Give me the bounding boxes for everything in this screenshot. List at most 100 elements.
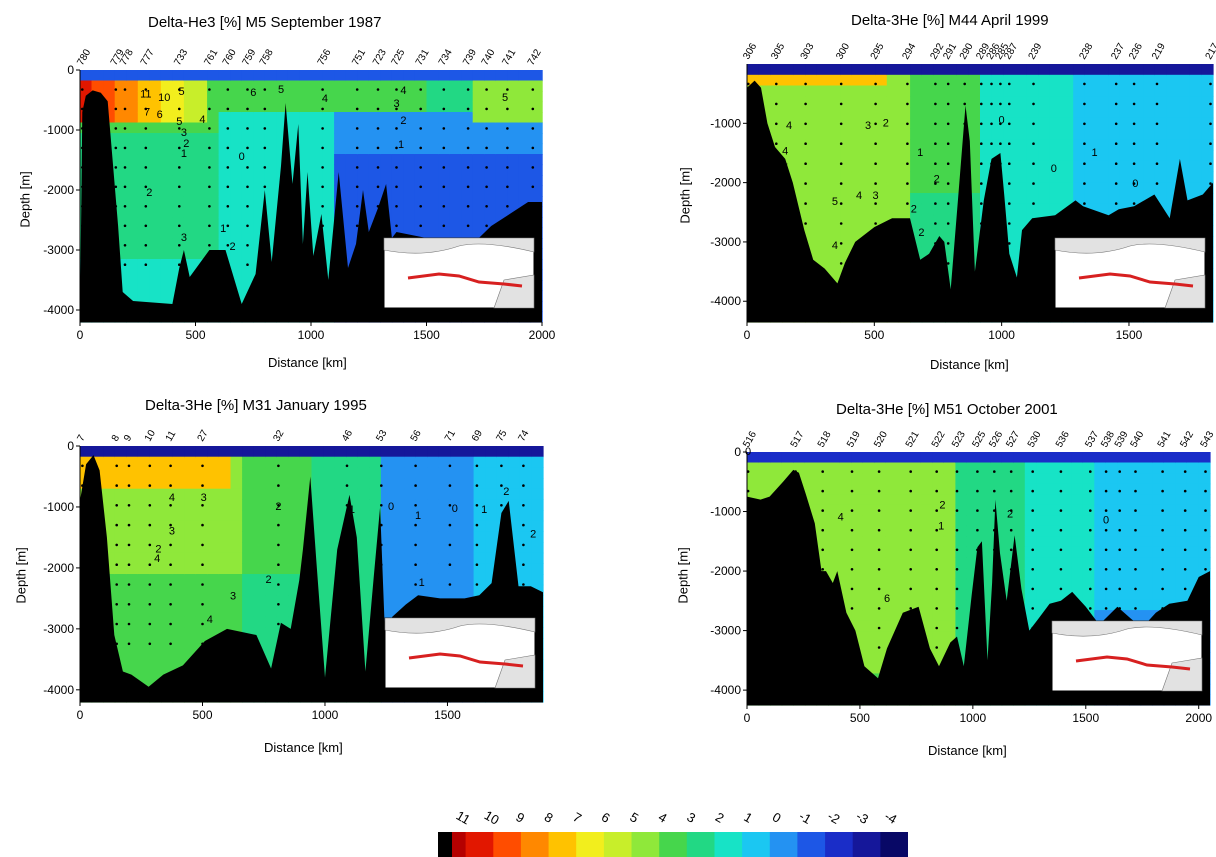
field-cell xyxy=(230,259,243,271)
field-cell xyxy=(910,160,923,173)
field-cell xyxy=(1178,257,1191,269)
field-cell xyxy=(183,196,197,208)
sample-dot xyxy=(114,88,118,91)
field-cell xyxy=(472,70,485,82)
field-cell xyxy=(793,96,806,108)
field-cell xyxy=(172,269,185,281)
y-tick-label: -3000 xyxy=(43,622,74,636)
field-cell xyxy=(287,91,301,103)
field-cell xyxy=(91,259,104,271)
field-cell xyxy=(391,164,405,176)
field-cell xyxy=(1143,160,1156,173)
field-cell xyxy=(103,574,116,586)
sample-dot xyxy=(1083,122,1086,126)
field-cell xyxy=(508,520,521,532)
field-cell xyxy=(357,101,370,113)
field-cell xyxy=(1129,620,1142,632)
field-cell xyxy=(264,175,277,187)
field-cell xyxy=(1131,311,1144,323)
field-cell xyxy=(816,578,829,590)
sample-dot xyxy=(500,622,503,626)
sample-dot xyxy=(955,626,959,630)
sample-dot xyxy=(414,504,417,507)
sample-dot xyxy=(123,244,127,247)
field-cell xyxy=(1024,589,1037,601)
field-cell xyxy=(1186,620,1199,632)
field-cell xyxy=(1048,662,1061,674)
field-cell xyxy=(519,584,533,596)
field-cell xyxy=(1117,452,1130,464)
field-cell xyxy=(114,456,127,468)
field-cell xyxy=(414,217,428,229)
field-cell xyxy=(909,662,922,674)
field-cell xyxy=(966,589,980,601)
field-cell xyxy=(264,206,277,218)
field-cell xyxy=(1082,683,1095,695)
field-cell xyxy=(793,641,806,653)
field-cell xyxy=(1152,536,1165,548)
field-cell xyxy=(137,259,150,271)
field-cell xyxy=(839,546,852,558)
field-cell xyxy=(770,557,783,569)
field-cell xyxy=(114,133,127,145)
sample-dot xyxy=(1155,262,1159,265)
field-cell xyxy=(897,557,910,569)
field-cell xyxy=(207,227,220,239)
field-cell xyxy=(1154,257,1168,269)
field-cell xyxy=(392,520,405,532)
sample-dot xyxy=(746,607,750,610)
field-cell xyxy=(1166,85,1179,97)
field-cell xyxy=(956,289,969,302)
sample-dot xyxy=(1183,607,1187,610)
sample-dot xyxy=(1008,82,1011,86)
field-cell xyxy=(195,227,208,239)
field-cell xyxy=(449,280,462,292)
field-cell xyxy=(126,217,139,229)
field-cell xyxy=(195,520,208,532)
field-cell xyxy=(909,578,922,590)
field-cell xyxy=(218,259,231,271)
field-cell xyxy=(230,80,243,92)
field-cell xyxy=(932,578,945,590)
field-cell xyxy=(1143,193,1156,205)
field-cell xyxy=(839,662,852,674)
field-cell xyxy=(299,520,313,532)
field-cell xyxy=(507,238,520,250)
field-cell xyxy=(218,659,232,671)
field-cell xyxy=(966,694,980,706)
field-cell xyxy=(1061,107,1074,119)
sample-dot xyxy=(414,642,417,646)
field-cell xyxy=(149,290,162,302)
field-cell xyxy=(265,627,278,639)
field-cell xyxy=(805,279,818,291)
field-cell xyxy=(875,279,888,291)
field-cell xyxy=(391,269,405,281)
station-label: 286 xyxy=(985,41,1003,61)
field-cell xyxy=(793,494,806,506)
field-cell xyxy=(230,196,243,208)
field-cell xyxy=(1003,96,1016,108)
sample-dot xyxy=(746,626,750,630)
sample-dot xyxy=(81,146,84,150)
field-cell xyxy=(804,578,818,590)
field-cell xyxy=(1001,536,1014,548)
field-cell xyxy=(1186,483,1199,495)
field-cell xyxy=(805,171,818,183)
field-cell xyxy=(758,504,771,516)
field-cell xyxy=(218,301,231,313)
field-cell xyxy=(978,504,991,516)
field-cell xyxy=(80,164,93,176)
field-cell xyxy=(114,164,127,176)
field-cell xyxy=(804,683,818,695)
field-cell xyxy=(770,694,783,706)
field-cell xyxy=(1189,107,1202,119)
field-cell xyxy=(357,269,370,281)
field-cell xyxy=(747,568,760,580)
field-cell xyxy=(1178,85,1191,97)
field-cell xyxy=(980,182,993,194)
sample-dot xyxy=(850,626,854,630)
sample-dot xyxy=(747,122,750,126)
field-cell xyxy=(1189,311,1202,323)
sample-dot xyxy=(345,543,349,547)
field-cell xyxy=(265,648,278,660)
